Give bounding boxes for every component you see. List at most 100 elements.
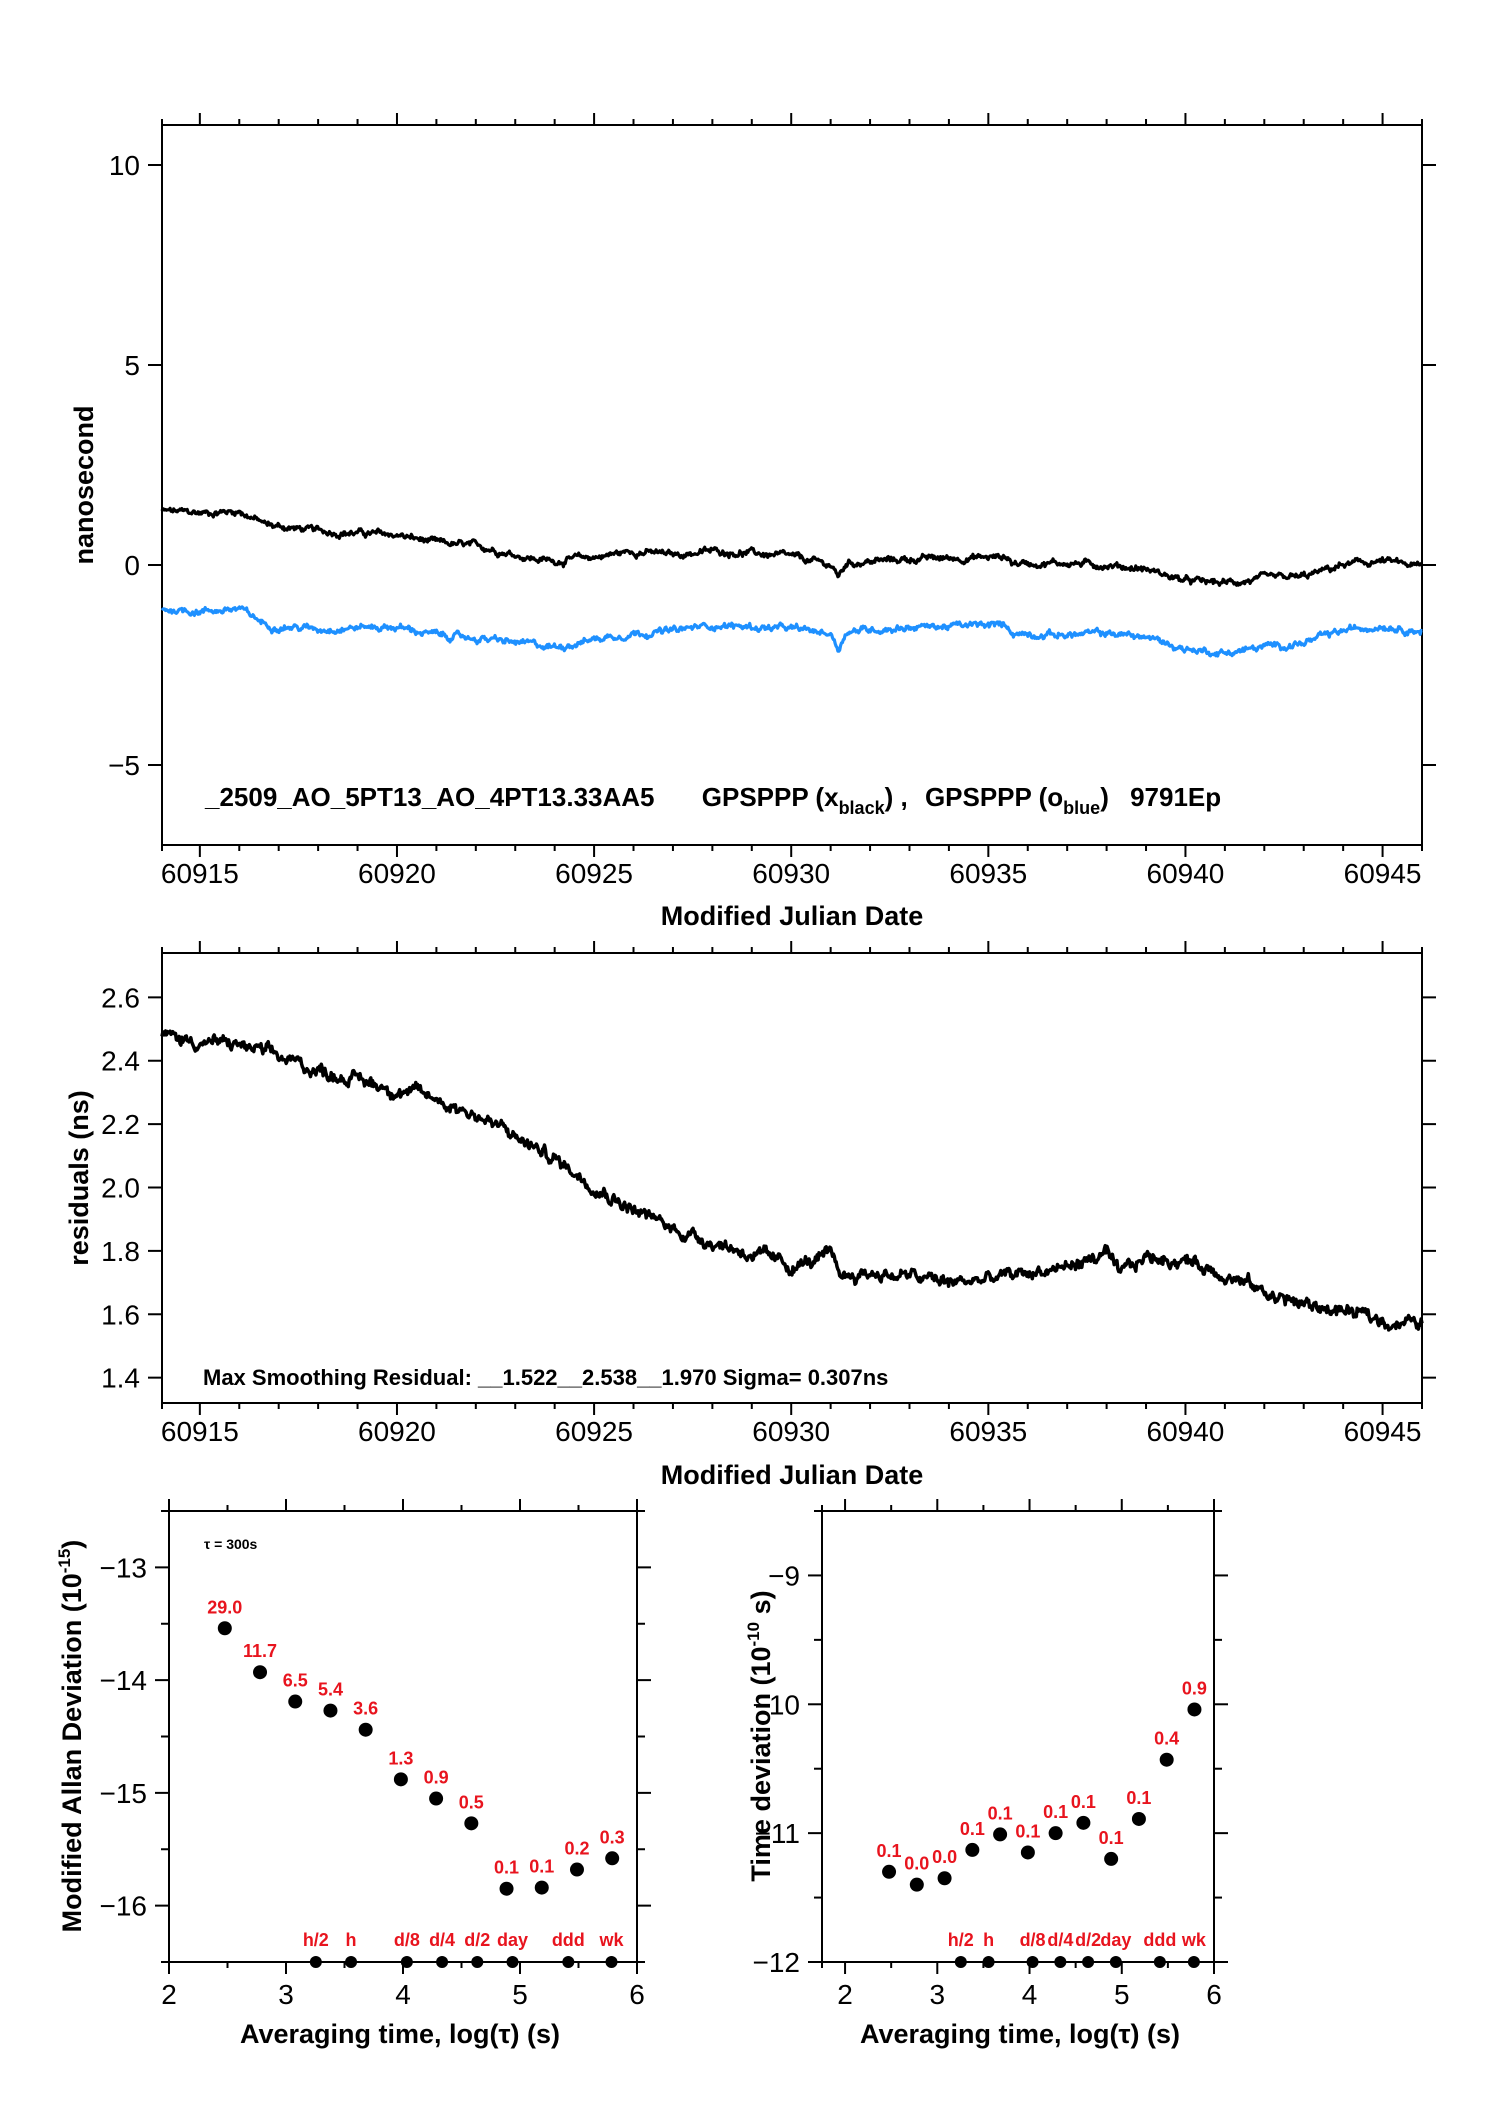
data-point-label: 0.4 — [1154, 1729, 1179, 1749]
data-point-label: 11.7 — [243, 1641, 277, 1661]
period-marker-label: d/8 — [394, 1930, 420, 1950]
period-marker — [1054, 1956, 1067, 1968]
tdev-y-axis-title: Time deviation (10-10 s) — [744, 1590, 776, 1881]
mdev-panel: 2 3 4 5 6 −13 −14 −15 −16 h/2 h d/8 d/4 d/2 day ddd wk… — [55, 1499, 651, 2049]
y-tick-label: −13 — [100, 1552, 148, 1583]
data-point-label: 5.4 — [318, 1680, 343, 1700]
y-tick-label: 1.8 — [101, 1236, 140, 1267]
data-point-label: 6.5 — [283, 1671, 308, 1691]
period-marker — [1026, 1956, 1039, 1968]
data-point — [288, 1694, 303, 1709]
period-marker-label: h — [346, 1930, 357, 1950]
tdev-x-axis-title: Averaging time, log(τ) (s) — [860, 2019, 1180, 2049]
period-marker-label: d/2 — [1075, 1930, 1101, 1950]
x-tick-label: 60945 — [1344, 1416, 1422, 1447]
x-tick-label: 60930 — [752, 1416, 830, 1447]
data-point-label: 29.0 — [207, 1597, 242, 1617]
data-point — [1076, 1815, 1091, 1830]
data-point-label: 0.1 — [988, 1803, 1013, 1823]
tdev-y-axis-title-exp: -10 — [744, 1622, 763, 1647]
period-marker — [1187, 1956, 1200, 1968]
data-point — [993, 1827, 1008, 1842]
mdev-tau-annotation: τ = 300s — [204, 1536, 258, 1552]
x-tick-label: 60945 — [1344, 858, 1422, 889]
data-point-label: 0.1 — [1043, 1802, 1068, 1822]
data-point — [1020, 1845, 1035, 1860]
tdev-y-ticks: −9 −10 −11 −12 — [753, 1510, 1228, 1978]
residuals-lines — [160, 1029, 1424, 1332]
period-marker-label: d/2 — [464, 1930, 490, 1950]
mdev-y-axis-title-exp: -15 — [55, 1549, 74, 1574]
data-point-label: 0.3 — [600, 1827, 625, 1847]
x-tick-label: 6 — [1206, 1979, 1222, 2010]
data-point — [1187, 1702, 1202, 1717]
period-marker — [982, 1956, 995, 1968]
residuals-annotation: Max Smoothing Residual: __1.522__2.538__… — [203, 1365, 888, 1390]
legend-entry-blue: GPSPPP (o — [925, 782, 1063, 812]
legend-suffix: 9791Ep — [1130, 782, 1221, 812]
period-marker-label: ddd — [552, 1930, 585, 1950]
x-tick-label: 3 — [278, 1979, 294, 2010]
period-marker — [309, 1956, 322, 1968]
time-series-x-axis-title: Modified Julian Date — [661, 901, 924, 931]
period-marker-label: wk — [598, 1930, 624, 1950]
y-tick-label: −9 — [768, 1560, 800, 1591]
data-point-label: 0.9 — [424, 1768, 449, 1788]
y-tick-label: −14 — [100, 1665, 148, 1696]
series-line-primary — [160, 506, 1424, 587]
time-series-lines — [160, 506, 1424, 658]
data-point-label: 0.1 — [877, 1841, 902, 1861]
y-tick-label: 1.6 — [101, 1299, 140, 1330]
tdev-y-axis-title-close: s) — [746, 1590, 776, 1622]
data-point-label: 1.3 — [388, 1748, 413, 1768]
residuals-x-axis-title: Modified Julian Date — [661, 1460, 924, 1490]
x-tick-label: 6 — [629, 1979, 645, 2010]
data-point — [569, 1862, 584, 1877]
time-series-legend: _2509_AO_5PT13_AO_4PT13.33AA5 GPSPPP (xb… — [204, 782, 1221, 818]
x-tick-label: 4 — [395, 1979, 411, 2010]
x-tick-label: 4 — [1022, 1979, 1038, 2010]
data-point-label: 0.2 — [564, 1839, 589, 1859]
data-point — [1048, 1826, 1063, 1841]
x-tick-label: 60925 — [555, 1416, 633, 1447]
data-point — [534, 1880, 549, 1895]
residuals-y-ticks: 2.6 2.4 2.2 2.0 1.8 1.6 1.4 — [101, 982, 1436, 1394]
period-marker — [954, 1956, 967, 1968]
y-tick-label: −16 — [100, 1891, 148, 1922]
legend-entry-blue-close: ) — [1100, 782, 1109, 812]
data-point — [909, 1877, 924, 1892]
data-point — [253, 1665, 268, 1680]
y-tick-label: 5 — [124, 350, 140, 381]
mdev-y-axis-title-close: ) — [57, 1540, 87, 1549]
series-line-secondary — [160, 605, 1423, 658]
legend-prefix: _2509_AO_5PT13_AO_4PT13.33AA5 — [204, 782, 655, 812]
period-marker — [1082, 1956, 1095, 1968]
data-point — [464, 1816, 479, 1831]
time-series-frame — [161, 124, 1423, 846]
data-point-label: 0.5 — [459, 1792, 484, 1812]
period-marker — [506, 1956, 519, 1968]
x-tick-label: 5 — [512, 1979, 528, 2010]
period-marker — [400, 1956, 413, 1968]
x-tick-label: 60915 — [161, 858, 239, 889]
data-point-label: 0.1 — [1126, 1788, 1151, 1808]
x-tick-label: 60920 — [358, 1416, 436, 1447]
data-point-label: 0.1 — [1099, 1828, 1124, 1848]
period-marker-label: h/2 — [303, 1930, 329, 1950]
tdev-points: 0.10.0 0.00.10.10.10.10.10.10.10.40.9 — [877, 1678, 1207, 1892]
y-tick-label: 1.4 — [101, 1363, 140, 1394]
y-tick-label: −10 — [753, 1689, 801, 1720]
mdev-frame — [168, 1510, 638, 1963]
period-marker-label: h/2 — [948, 1930, 974, 1950]
data-point — [393, 1772, 408, 1787]
x-tick-label: 5 — [1114, 1979, 1130, 2010]
data-point — [429, 1791, 444, 1806]
period-marker — [1109, 1956, 1122, 1968]
y-tick-label: 2.4 — [101, 1046, 140, 1077]
y-tick-label: 2.0 — [101, 1173, 140, 1204]
period-marker-label: d/8 — [1020, 1930, 1046, 1950]
y-tick-label: 2.6 — [101, 982, 140, 1013]
mdev-points: 29.0 11.7 6.5 5.4 3.6 1.3 0.9 0.5 0.1 0.1 0.2 0.3 — [207, 1597, 625, 1896]
